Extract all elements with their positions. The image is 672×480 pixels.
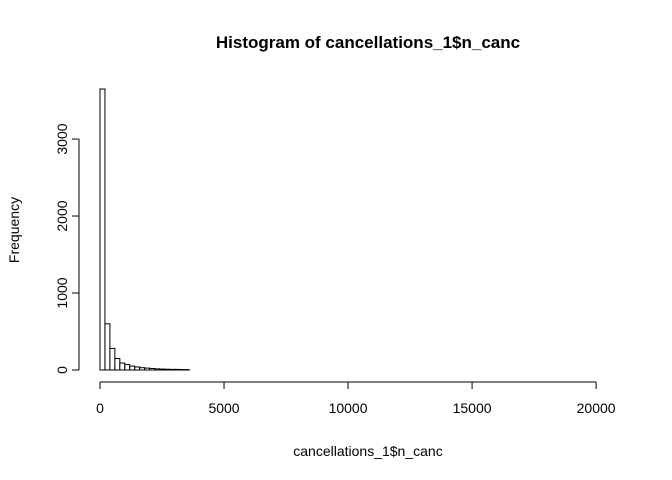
x-tick-label: 10000 [329, 400, 368, 416]
histogram-bar [125, 365, 130, 370]
x-axis-label: cancellations_1$n_canc [293, 443, 442, 459]
histogram-bar [130, 366, 135, 370]
histogram-bar [155, 369, 160, 370]
histogram-bar [115, 358, 120, 370]
x-tick-label: 5000 [208, 400, 239, 416]
x-tick-label: 20000 [577, 400, 616, 416]
histogram-bar [120, 363, 125, 370]
x-axis: 0 5000 10000 15000 20000 [96, 382, 616, 416]
histogram-bar [140, 368, 145, 370]
histogram-bar [174, 369, 179, 370]
x-tick-label: 15000 [453, 400, 492, 416]
histogram-bar [169, 369, 174, 370]
histogram-bar [110, 348, 115, 370]
y-tick-label: 0 [54, 366, 70, 374]
bars-group [100, 89, 189, 370]
histogram-bar [135, 367, 140, 370]
histogram-bar [100, 89, 105, 370]
histogram-bar [165, 369, 170, 370]
y-tick-label: 3000 [54, 123, 70, 154]
chart-title: Histogram of cancellations_1$n_canc [216, 33, 520, 52]
x-tick-label: 0 [96, 400, 104, 416]
histogram-bar [150, 368, 155, 370]
y-axis: 0 1000 2000 3000 [54, 123, 79, 374]
y-tick-label: 2000 [54, 200, 70, 231]
histogram-bar [145, 368, 150, 370]
histogram-bar [105, 324, 110, 370]
histogram-bar [160, 369, 165, 370]
y-axis-label: Frequency [6, 197, 22, 263]
y-tick-label: 1000 [54, 277, 70, 308]
